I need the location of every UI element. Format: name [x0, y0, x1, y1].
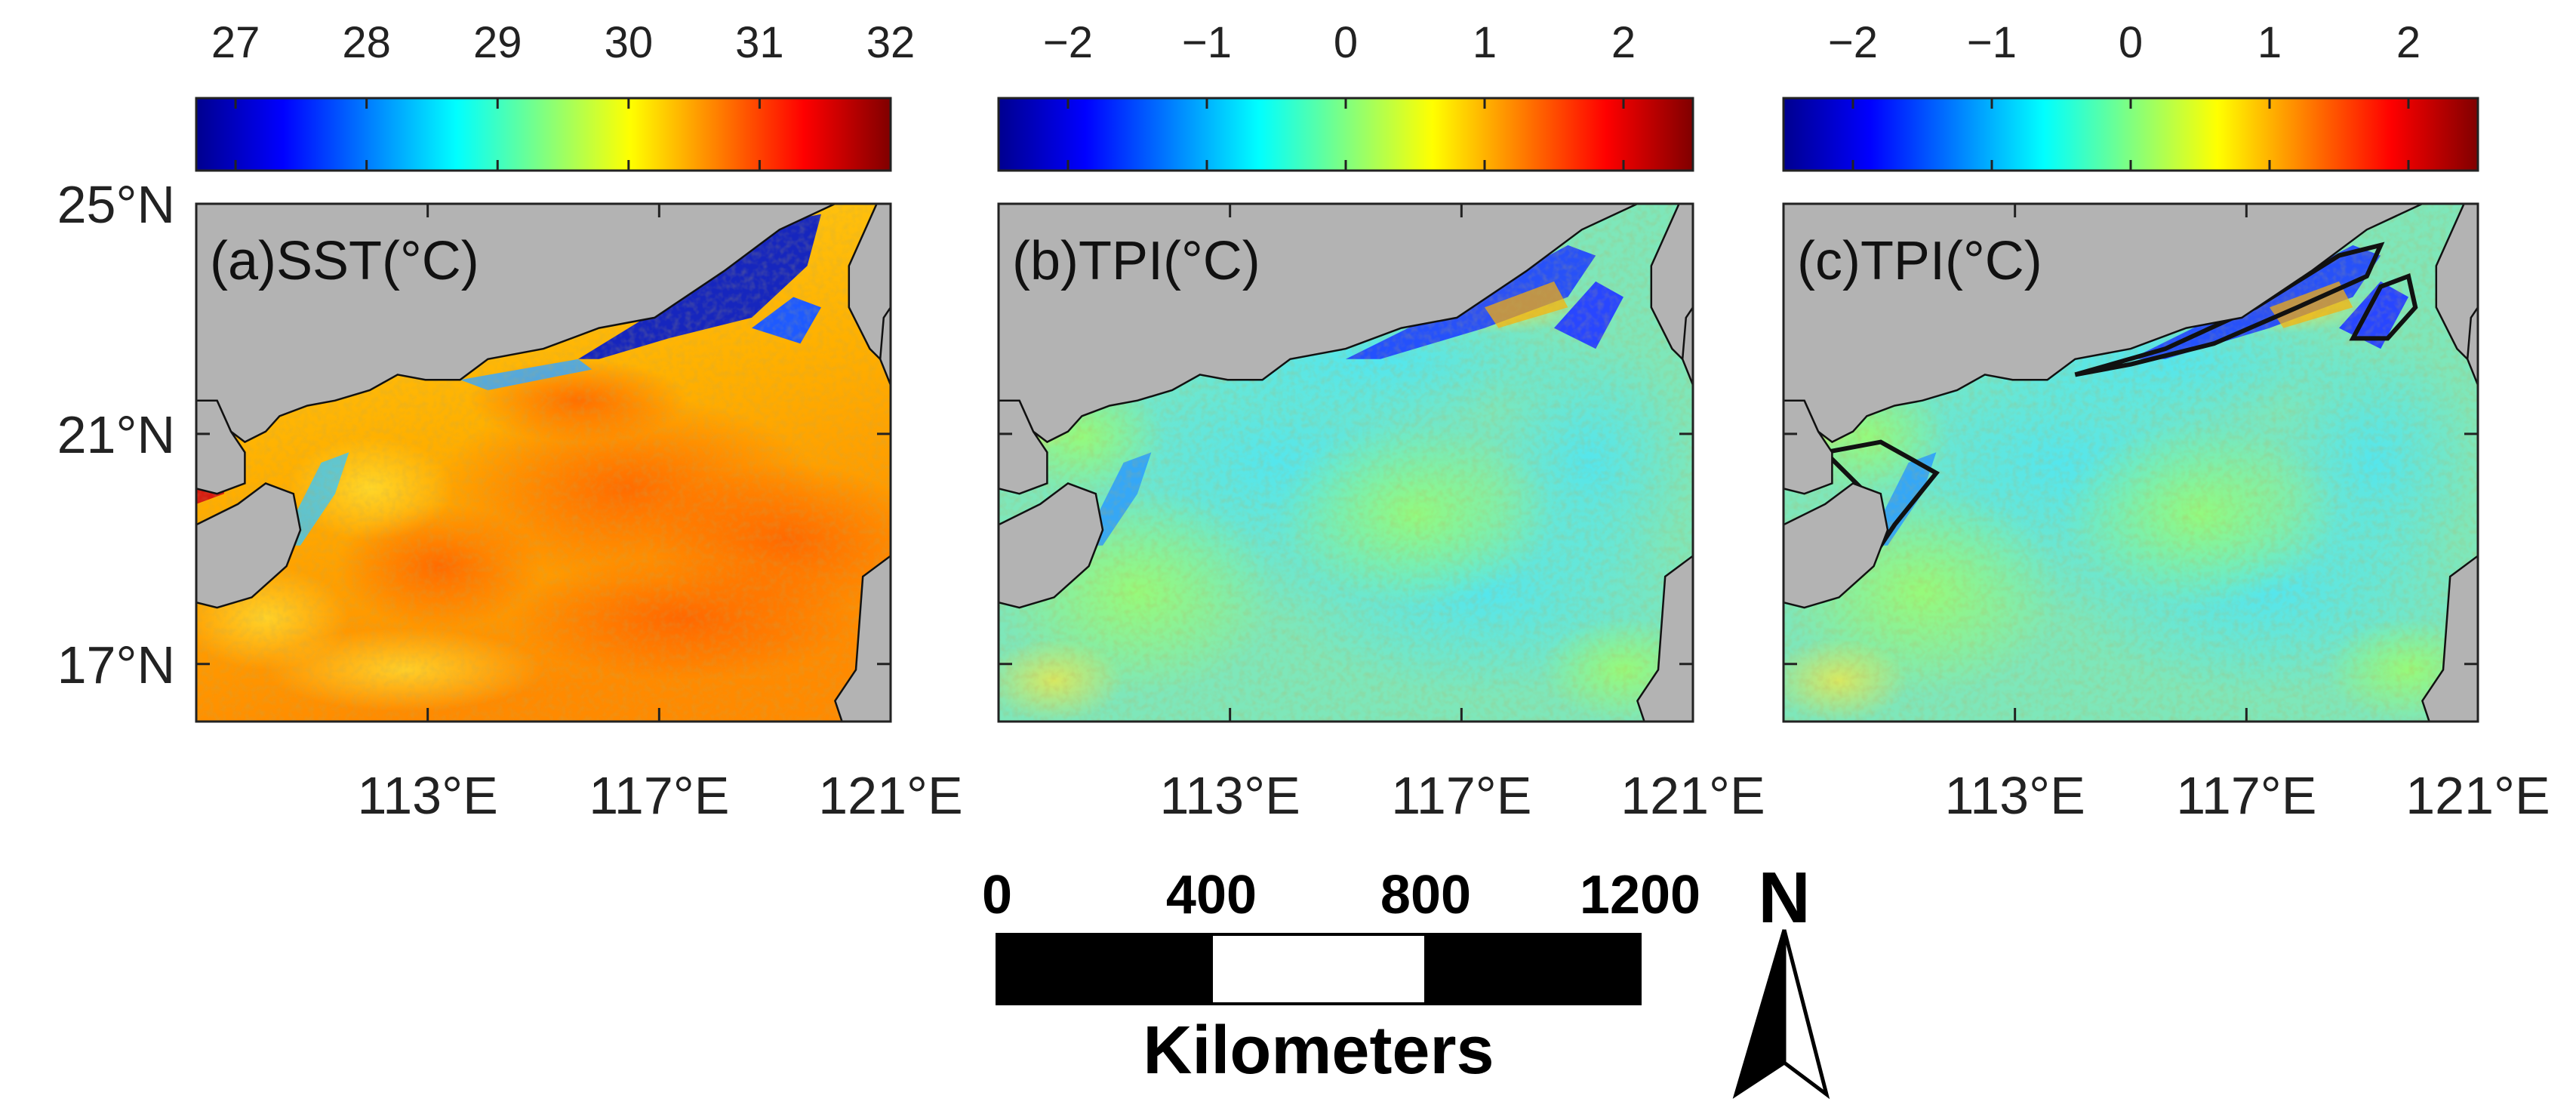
- scale-bar-segment: [1424, 933, 1642, 1005]
- colorbar: −2 −1 0 1 2: [997, 18, 1694, 172]
- map-frame: [997, 202, 1694, 723]
- colorbar-tick-label: −2: [1828, 18, 1878, 67]
- colorbar-gradient: [1782, 97, 2479, 172]
- land-polygon: [2435, 204, 2478, 371]
- land-polygon: [1784, 482, 1889, 609]
- lon-label: 117°E: [2176, 766, 2316, 825]
- map-frame: [1782, 202, 2479, 723]
- scale-bar-segment: [996, 933, 1213, 1005]
- land-polygon: [1636, 554, 1693, 722]
- land-polygon: [999, 204, 1693, 444]
- lon-label: 113°E: [1160, 766, 1300, 825]
- land-polygon: [1784, 204, 2478, 444]
- colorbar-tick-label: −2: [1043, 18, 1093, 67]
- map-panel-3: −2 −1 0 1 2 (c)TPI(°C) 113°E 117°E 121°E: [1782, 18, 2550, 825]
- land-polygon: [999, 399, 1048, 495]
- land-polygon: [879, 305, 891, 386]
- colorbar-tick-label: 30: [605, 18, 654, 67]
- land-polygon: [196, 204, 891, 444]
- colorbar-tick-label: 28: [342, 18, 391, 67]
- lon-label: 113°E: [1945, 766, 2085, 825]
- scale-bar-tick-label: 800: [1380, 865, 1471, 925]
- lat-label: 25°N: [57, 175, 175, 234]
- lat-label: 21°N: [57, 405, 175, 464]
- map-panel-2: −2 −1 0 1 2 (b)TPI(°C) 113°E 117°E 121°E: [997, 18, 1765, 825]
- land-polygon: [834, 554, 891, 722]
- land-polygon: [2466, 305, 2478, 386]
- scale-bar-tick-label: 0: [982, 865, 1012, 925]
- colorbar-tick-label: 32: [866, 18, 916, 67]
- map-panel-1: 27 28 29 30 31 32 (a)SST(°C) 113°E 117°E 121°E 25°…: [57, 18, 963, 825]
- land-polygon: [1784, 399, 1833, 495]
- colorbar-tick-label: 29: [473, 18, 522, 67]
- colorbar: −2 −1 0 1 2: [1782, 18, 2479, 172]
- data-field: [1784, 204, 2478, 722]
- colorbar-tick-label: 0: [1334, 18, 1358, 67]
- land-polygon: [848, 204, 891, 371]
- scale-bar-tick-label: 400: [1166, 865, 1257, 925]
- panel-label: (c)TPI(°C): [1797, 231, 2042, 291]
- colorbar-tick-label: −1: [1967, 18, 2017, 67]
- scale-bar-segment: [1210, 933, 1427, 1005]
- north-arrow: N: [1732, 857, 1830, 1100]
- colorbar: 27 28 29 30 31 32: [195, 18, 916, 172]
- land-polygon: [1681, 305, 1693, 386]
- north-arrow-light-half: [1782, 929, 1830, 1100]
- colorbar-gradient: [195, 97, 892, 172]
- colorbar-tick-label: 1: [2257, 18, 2282, 67]
- panel-label: (b)TPI(°C): [1012, 231, 1260, 291]
- colorbar-tick-label: 1: [1473, 18, 1497, 67]
- colorbar-gradient: [997, 97, 1694, 172]
- lon-label: 117°E: [589, 766, 729, 825]
- land-polygon: [999, 482, 1104, 609]
- scale-bar-tick-label: 1200: [1580, 865, 1700, 925]
- north-arrow-dark-half: [1732, 929, 1787, 1099]
- land-polygon: [1650, 204, 1693, 371]
- scale-bar: 0 400 800 1200 Kilometers: [982, 865, 1700, 1088]
- data-field: [196, 204, 891, 722]
- land-polygon: [196, 399, 246, 495]
- colorbar-tick-label: 0: [2119, 18, 2143, 67]
- north-label: N: [1758, 857, 1810, 938]
- lat-label: 17°N: [57, 635, 175, 694]
- lon-label: 121°E: [818, 766, 962, 825]
- colorbar-tick-label: 2: [2396, 18, 2421, 67]
- panels-layer: 27 28 29 30 31 32 (a)SST(°C) 113°E 117°E 121°E 25°…: [57, 18, 2550, 825]
- land-polygon: [196, 482, 302, 609]
- scale-bar-unit: Kilometers: [1143, 1013, 1494, 1088]
- lon-label: 117°E: [1391, 766, 1531, 825]
- colorbar-tick-label: 2: [1611, 18, 1636, 67]
- data-field: [999, 204, 1693, 722]
- panel-label: (a)SST(°C): [210, 231, 479, 291]
- lon-label: 113°E: [358, 766, 498, 825]
- colorbar-tick-label: −1: [1182, 18, 1232, 67]
- lon-label: 121°E: [1620, 766, 1765, 825]
- land-mass: [196, 204, 891, 722]
- lon-label: 121°E: [2405, 766, 2550, 825]
- land-mass: [999, 204, 1693, 722]
- map-frame: [195, 202, 892, 723]
- colorbar-tick-label: 27: [211, 18, 260, 67]
- land-mass: [1784, 204, 2478, 722]
- land-polygon: [2421, 554, 2478, 722]
- colorbar-tick-label: 31: [735, 18, 784, 67]
